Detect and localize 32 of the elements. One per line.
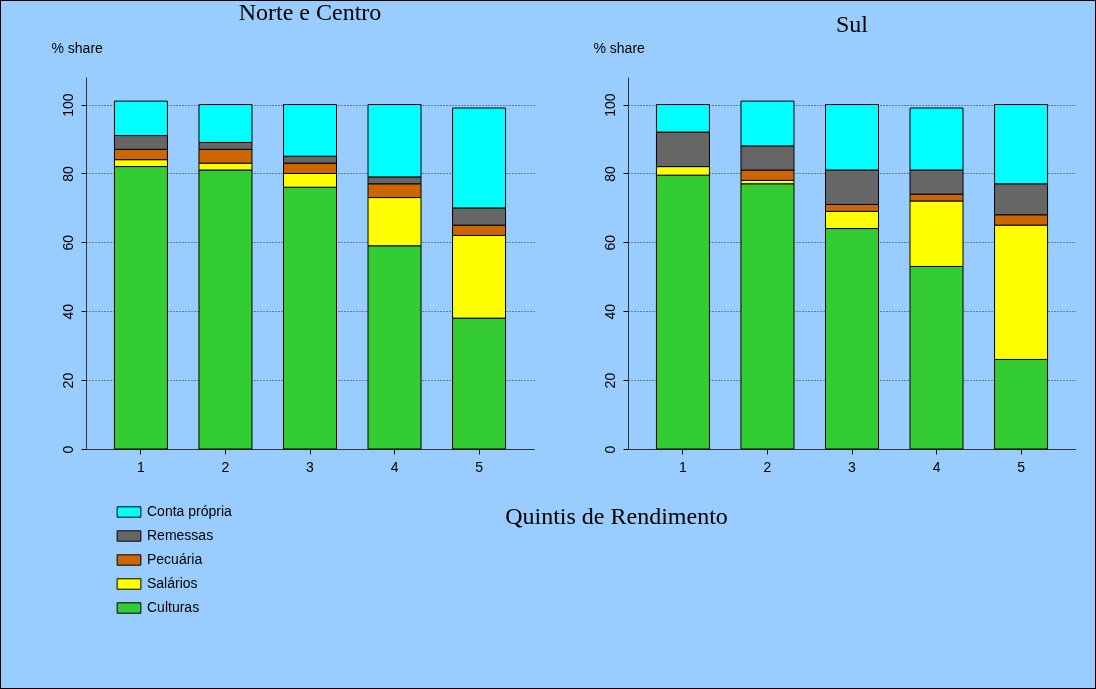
y-tick-label: 0 [601,445,618,454]
chart-title: Sul [835,11,869,37]
y-tick-label: 60 [59,234,76,251]
y-tick-label: 20 [59,372,76,389]
x-tick-label: 4 [932,458,941,475]
y-tick-label: 40 [601,303,618,320]
x-tick-label: 3 [306,458,315,475]
y-axis-title: % share [593,39,646,56]
y-tick-label: 80 [601,165,618,182]
legend-label: Remessas [147,527,214,543]
x-axis-title: Quintis de Rendimento [505,502,728,529]
x-tick-label: 3 [848,458,857,475]
y-tick-label: 80 [59,165,76,182]
x-tick-label: 4 [390,458,399,475]
x-tick-label: 5 [1017,458,1026,475]
legend-label: Culturas [147,599,200,615]
y-tick-label: 0 [59,445,76,454]
y-tick-label: 20 [601,372,618,389]
x-tick-label: 2 [763,458,772,475]
chart-title: Norte e Centro [238,0,382,25]
y-tick-label: 60 [601,234,618,251]
legend-label: Pecuária [147,551,203,567]
legend-label: Conta própria [147,503,233,519]
legend-label: Salários [147,575,198,591]
y-tick-label: 100 [601,93,618,117]
x-tick-label: 1 [679,458,688,475]
y-tick-label: 100 [59,93,76,117]
y-axis-title: % share [51,39,104,56]
x-tick-label: 2 [221,458,230,475]
x-tick-label: 5 [475,458,484,475]
y-tick-label: 40 [59,303,76,320]
x-tick-label: 1 [137,458,146,475]
